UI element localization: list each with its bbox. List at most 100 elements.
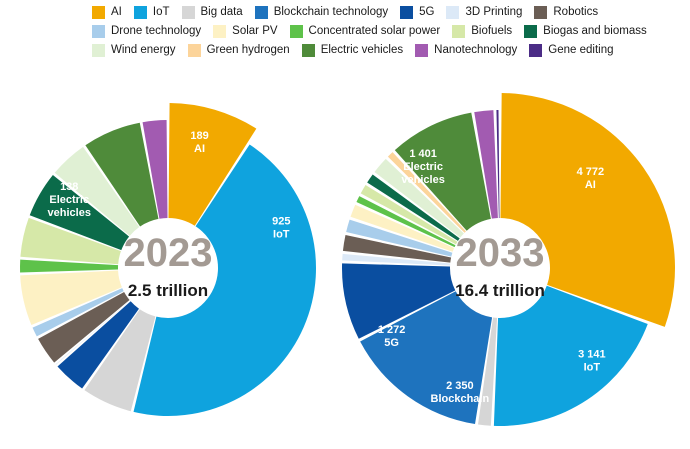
slice-label-line: 2 350 [446, 380, 474, 392]
legend-label: 3D Printing [465, 6, 523, 18]
slice-label-line: Electric [403, 161, 443, 173]
legend-item-biogas-and-biomass: Biogas and biomass [524, 24, 647, 39]
slice-robotics [38, 291, 130, 363]
slice-biofuels [360, 185, 458, 245]
slice-label-line: 925 [272, 215, 290, 227]
slice-wind-energy [54, 146, 140, 236]
legend-swatch [92, 25, 105, 38]
slice-robotics [342, 235, 452, 263]
slice-label-line: 5G [384, 337, 399, 349]
slice-label: 2 350 Blockchain [431, 380, 490, 405]
legend-item-electric-vehicles: Electric vehicles [301, 43, 403, 58]
slice-label-line: AI [585, 179, 596, 191]
legend-item-concentrated-solar-power: Concentrated solar power [289, 24, 441, 39]
legend-swatch [529, 44, 543, 57]
legend-label: Solar PV [232, 25, 278, 37]
legend-label: Wind energy [111, 44, 176, 56]
slice-label-line: Electric [49, 194, 89, 206]
slice-concentrated-solar-power [20, 259, 119, 273]
donut-center [451, 219, 549, 317]
legend-label: Green hydrogen [206, 44, 290, 56]
slice-biofuels [20, 217, 121, 265]
legend-item-ai: AI [92, 5, 122, 20]
slice-green-hydrogen [387, 152, 467, 233]
center-total: 2.5 trillion [128, 281, 208, 300]
slice-iot [493, 285, 648, 426]
legend-item-5g: 5G [400, 5, 434, 20]
legend-item-biofuels: Biofuels [452, 24, 512, 39]
donut-2023: 2023 2.5 trillion 189 AI 925 IoT 138 Electric ve… [20, 103, 317, 417]
legend-swatch [452, 25, 466, 38]
legend-item-drone-technology: Drone technology [92, 24, 201, 39]
center-total: 16.4 trillion [455, 281, 545, 300]
legend-item-nanotechnology: Nanotechnology [415, 43, 517, 58]
slice-3d-printing [55, 300, 131, 365]
slice-label: 3 141 IoT [578, 348, 606, 373]
slice-iot [133, 144, 317, 417]
center-year: 2023 [124, 231, 213, 275]
slice-label-line: 1 401 [409, 148, 437, 160]
legend-label: Concentrated solar power [308, 25, 441, 37]
legend-label: Robotics [553, 6, 599, 18]
slice-ai [168, 103, 257, 226]
legend-swatch [92, 6, 105, 19]
legend-swatch [254, 6, 268, 19]
center-year: 2033 [456, 231, 545, 275]
slice-drone-technology [346, 219, 453, 257]
slice-label-line: 189 [190, 130, 208, 142]
slice-label-line: 4 772 [577, 166, 605, 178]
slice-electric-vehicles [85, 122, 159, 227]
legend-item-robotics: Robotics [534, 5, 598, 20]
legend-label: Gene editing [548, 44, 614, 56]
legend-label: Biogas and biomass [543, 25, 647, 37]
legend-label: Blockchain technology [273, 6, 389, 18]
slice-label-line: IoT [273, 228, 290, 240]
slice-3d-printing [342, 253, 451, 266]
slice-solar-pv [350, 204, 455, 252]
legend-swatch [133, 6, 147, 19]
legend-label: Nanotechnology [434, 44, 518, 56]
slice-nanotechnology [474, 110, 498, 219]
slice-label-line: Blockchain [431, 393, 490, 405]
legend-item-iot: IoT [133, 5, 170, 20]
slice-label-line: vehicles [48, 207, 91, 219]
slice-solar-pv [20, 270, 122, 326]
legend-item-big-data: Big data [181, 5, 243, 20]
slice-big-data [84, 309, 156, 412]
legend-item-3d-printing: 3D Printing [446, 5, 522, 20]
slice-label-line: AI [194, 143, 205, 155]
legend-item-blockchain-technology: Blockchain technology [254, 5, 389, 20]
legend-swatch [446, 6, 460, 19]
slice-label: 1 272 5G [378, 324, 406, 349]
slice-concentrated-solar-power [356, 196, 456, 248]
legend-swatch [289, 25, 303, 38]
legend-swatch [400, 6, 414, 19]
slice-biogas-and-biomass [367, 174, 460, 241]
slice-blockchain-technology [360, 291, 493, 425]
slice-label-line: IoT [584, 361, 601, 373]
donut-2033: 2033 16.4 trillion 4 772 AI 3 141 IoT 2 350 Blo… [342, 93, 675, 426]
slice-label-line: vehicles [401, 174, 444, 186]
legend-label: Biofuels [471, 25, 513, 37]
legend-swatch [213, 25, 227, 38]
slice-label-line: 3 141 [578, 348, 606, 360]
legend-swatch [92, 44, 105, 57]
slice-5g [57, 301, 139, 389]
legend-label: AI [111, 6, 122, 18]
slice-gene-editing [496, 110, 500, 219]
legend-swatch [181, 6, 195, 19]
legend-label: Drone technology [111, 25, 202, 37]
chart-legend: AI IoT Big data Blockchain technology 5G 3D P… [92, 5, 682, 58]
slice-big-data [478, 317, 498, 426]
slice-drone-technology [32, 288, 124, 337]
legend-item-green-hydrogen: Green hydrogen [187, 43, 290, 58]
slice-label: 189 AI [190, 130, 208, 155]
legend-swatch [187, 44, 201, 57]
legend-item-solar-pv: Solar PV [213, 24, 278, 39]
legend-swatch [415, 44, 429, 57]
slice-nanotechnology [142, 120, 168, 219]
slice-5g [342, 263, 456, 339]
legend-item-gene-editing: Gene editing [529, 43, 613, 58]
slice-label-line: 1 272 [378, 324, 406, 336]
